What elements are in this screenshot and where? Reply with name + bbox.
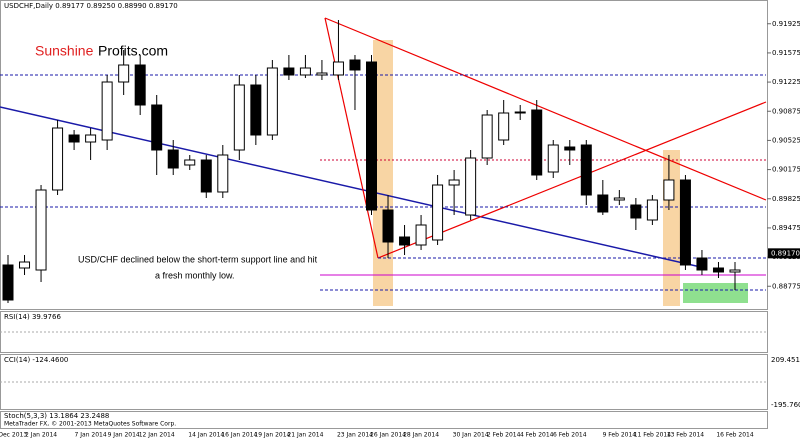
candle-body bbox=[531, 109, 543, 176]
x-tick-label: 26 Jan 2014 bbox=[370, 432, 406, 439]
logo-red: Sunshine bbox=[35, 43, 94, 59]
y-tick-label: 0.90875 bbox=[772, 107, 800, 115]
candle-body bbox=[2, 264, 14, 301]
candle-body bbox=[432, 184, 444, 241]
candle-body bbox=[597, 194, 609, 213]
x-tick-label: 6 Feb 2014 bbox=[553, 432, 587, 439]
cci-label: 209.451 bbox=[771, 356, 800, 364]
x-tick-label: 28 Jan 2014 bbox=[403, 432, 439, 439]
x-tick-label: 21 Jan 2014 bbox=[287, 432, 323, 439]
x-tick-label: 9 Feb 2014 bbox=[603, 432, 637, 439]
candle-body bbox=[382, 209, 394, 243]
candle-body bbox=[646, 199, 658, 221]
candle-body bbox=[498, 112, 510, 141]
candle-body bbox=[696, 257, 708, 271]
x-tick-label: 13 Feb 2014 bbox=[667, 432, 705, 439]
x-tick-label: 9 Jan 2014 bbox=[108, 432, 140, 439]
y-tick-label: 0.90525 bbox=[772, 136, 800, 144]
indicator-label: Stoch(5,3,3) 13.1864 23.2488 bbox=[4, 412, 109, 420]
x-tick-label: 12 Jan 2014 bbox=[139, 432, 175, 439]
support-line bbox=[0, 106, 706, 269]
candle-body bbox=[663, 179, 675, 201]
annotation: USD/CHF declined below the short-term su… bbox=[78, 254, 318, 264]
candle-body bbox=[448, 179, 460, 186]
footer: MetaTrader FX, © 2001-2013 MetaQuotes So… bbox=[4, 421, 176, 428]
x-tick-label: 14 Jan 2014 bbox=[188, 432, 224, 439]
candle-body bbox=[217, 154, 229, 193]
y-tick-label: 0.91925 bbox=[772, 20, 800, 28]
y-tick-label: 0.91575 bbox=[772, 49, 800, 57]
last-price-box bbox=[768, 248, 800, 259]
candle-body bbox=[332, 61, 344, 76]
logo-dark: Profits.com bbox=[98, 43, 168, 59]
candle-body bbox=[712, 267, 724, 273]
candle-body bbox=[679, 179, 691, 266]
y-tick-label: 0.91225 bbox=[772, 78, 800, 86]
x-tick-label: 30 Jan 2014 bbox=[453, 432, 489, 439]
candle-body bbox=[167, 149, 179, 169]
x-tick-label: 16 Feb 2014 bbox=[716, 432, 754, 439]
x-tick-label: 11 Feb 2014 bbox=[634, 432, 672, 439]
candle-body bbox=[85, 134, 97, 143]
candle-body bbox=[101, 81, 113, 141]
x-tick-label: 2 Jan 2014 bbox=[25, 432, 57, 439]
y-tick-label: 0.88775 bbox=[772, 282, 800, 290]
indicator-label: CCI(14) -124.4600 bbox=[4, 356, 68, 364]
x-tick-label: 16 Jan 2014 bbox=[221, 432, 257, 439]
candle-body bbox=[316, 72, 328, 76]
candle-body bbox=[580, 144, 592, 196]
x-tick-label: 31 Dec 2013 bbox=[0, 432, 27, 439]
candle-body bbox=[613, 197, 625, 201]
annotation: a fresh monthly low. bbox=[155, 270, 235, 280]
candle-body bbox=[366, 61, 377, 211]
candle-body bbox=[151, 104, 163, 151]
candle-body bbox=[35, 189, 47, 271]
candle-body bbox=[564, 146, 576, 151]
chart-title: USDCHF,Daily 0.89177 0.89250 0.88990 0.8… bbox=[4, 2, 178, 10]
indicator-label: RSI(14) 39.9766 bbox=[4, 313, 61, 321]
highlight-band bbox=[663, 150, 680, 306]
candle-body bbox=[299, 67, 311, 76]
last-price-label: 0.89170 bbox=[771, 249, 800, 257]
candle-body bbox=[266, 67, 278, 136]
candle-body bbox=[729, 269, 741, 273]
candle-body bbox=[514, 111, 526, 114]
y-tick-label: 0.89475 bbox=[772, 224, 800, 232]
candle-body bbox=[52, 127, 64, 191]
target-zone bbox=[683, 283, 748, 303]
candle-body bbox=[118, 64, 130, 83]
resistance-line bbox=[324, 17, 767, 201]
cci-label: -195.7603 bbox=[771, 401, 800, 409]
candle-body bbox=[481, 114, 493, 159]
x-tick-label: 4 Feb 2014 bbox=[520, 432, 554, 439]
y-tick-label: 0.90175 bbox=[772, 166, 800, 174]
x-tick-label: 2 Feb 2014 bbox=[487, 432, 521, 439]
stoch-panel bbox=[0, 411, 768, 429]
candle-body bbox=[630, 204, 642, 219]
candle-body bbox=[68, 134, 80, 143]
x-tick-label: 7 Jan 2014 bbox=[75, 432, 107, 439]
candle-body bbox=[134, 64, 146, 106]
candle-body bbox=[399, 236, 411, 246]
candle-body bbox=[283, 67, 295, 76]
candle-body bbox=[233, 84, 245, 151]
triangle-line bbox=[324, 17, 379, 259]
x-tick-label: 23 Jan 2014 bbox=[337, 432, 373, 439]
candle-body bbox=[19, 261, 31, 269]
candle-body bbox=[200, 159, 212, 193]
x-tick-label: 19 Jan 2014 bbox=[254, 432, 290, 439]
candle-body bbox=[547, 144, 559, 173]
y-tick-label: 0.89825 bbox=[772, 195, 800, 203]
candle-body bbox=[184, 159, 196, 166]
candle-body bbox=[250, 84, 262, 136]
candle-body bbox=[465, 157, 477, 216]
candle-body bbox=[415, 224, 427, 246]
candle-body bbox=[349, 59, 361, 71]
